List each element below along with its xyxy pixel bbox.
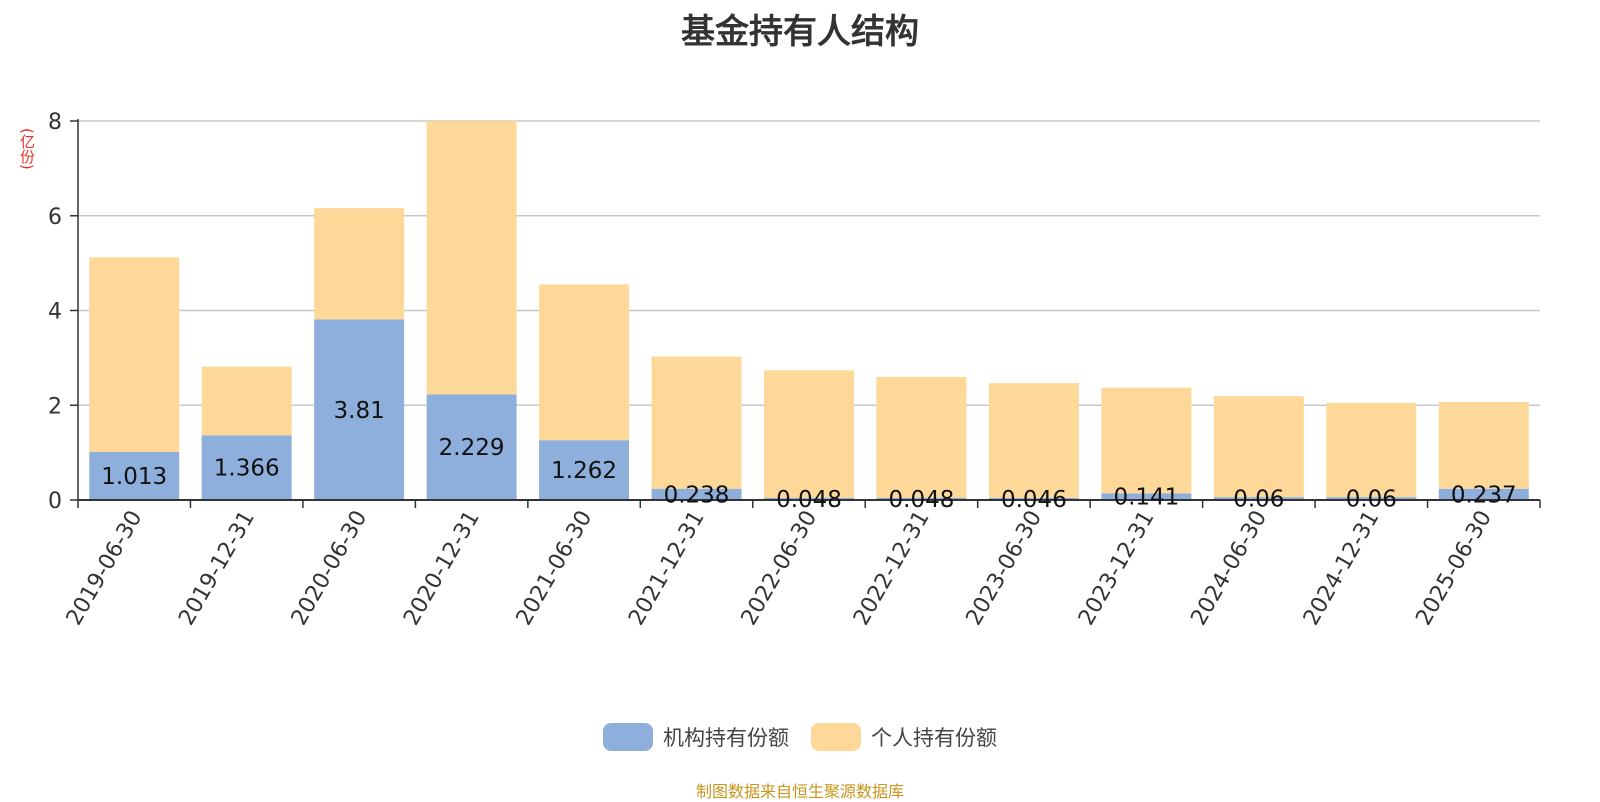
bar-individual[interactable] [89, 257, 180, 453]
bar-institutional[interactable] [1101, 493, 1192, 500]
bar-individual[interactable] [876, 376, 967, 498]
bar-individual[interactable] [1438, 402, 1529, 489]
y-tick-label: 4 [48, 300, 62, 325]
x-tick-label: 2020-12-31 [399, 506, 485, 629]
bar-individual[interactable] [1101, 387, 1192, 494]
data-label: 1.013 [101, 464, 167, 490]
bar-institutional[interactable] [651, 488, 742, 500]
x-tick-label: 2021-12-31 [624, 507, 710, 630]
x-tick-label: 2019-12-31 [174, 507, 260, 630]
bar-institutional[interactable] [1326, 497, 1417, 500]
data-label: 0.06 [1233, 487, 1284, 513]
x-tick-label: 2021-06-30 [512, 507, 598, 630]
stacked-bar-chart: 0 2 4 6 8 2019-06-30 2019-12-31 2020-06-30 2020-… [48, 110, 1541, 630]
x-tick-label: 2020-06-30 [287, 507, 373, 630]
bar-individual[interactable] [201, 366, 292, 436]
y-tick-label: 6 [48, 205, 62, 230]
data-label: 1.366 [214, 456, 280, 482]
bar-individual[interactable] [426, 121, 517, 395]
data-label: 1.262 [551, 458, 617, 484]
data-label: 3.81 [334, 398, 385, 424]
legend-item-individual[interactable]: 个人持有份额 [811, 722, 997, 752]
data-label: 0.048 [776, 487, 842, 513]
bar-institutional[interactable] [539, 440, 630, 500]
bar-individual[interactable] [314, 208, 405, 320]
bar-institutional[interactable] [89, 452, 180, 500]
x-tick-label: 2023-06-30 [962, 507, 1048, 630]
bar-institutional[interactable] [1213, 497, 1304, 500]
y-tick-label: 2 [48, 394, 62, 419]
x-tick-label: 2023-12-31 [1074, 507, 1160, 630]
bar-institutional[interactable] [1438, 488, 1529, 500]
bar-individual[interactable] [1326, 402, 1417, 498]
data-label: 0.046 [1001, 487, 1067, 513]
bar-individual[interactable] [651, 356, 742, 489]
y-tick-label: 8 [48, 110, 62, 135]
bar-individual[interactable] [988, 383, 1079, 498]
data-label: 0.048 [889, 487, 955, 513]
y-axis-unit-label: (亿份) [18, 128, 36, 170]
legend-swatch-institutional [603, 723, 653, 751]
x-tick-label: 2024-12-31 [1299, 507, 1385, 630]
x-tick-label: 2019-06-30 [62, 507, 148, 630]
bar-institutional[interactable] [988, 497, 1079, 500]
legend-label-individual: 个人持有份额 [871, 726, 997, 750]
data-label: 0.238 [664, 482, 730, 508]
bar-institutional[interactable] [426, 394, 517, 500]
legend-label-institutional: 机构持有份额 [663, 726, 789, 750]
data-label: 2.229 [439, 435, 505, 461]
bar-individual[interactable] [539, 284, 630, 441]
chart-title: 基金持有人结构 [681, 12, 919, 52]
data-source-note: 制图数据来自恒生聚源数据库 [695, 782, 904, 801]
x-tick-label: 2024-06-30 [1186, 507, 1272, 630]
x-tick-label: 2025-06-30 [1411, 507, 1497, 630]
y-tick-label: 0 [48, 489, 62, 514]
x-tick-label: 2022-06-30 [737, 507, 823, 630]
legend-item-institutional[interactable]: 机构持有份额 [603, 722, 789, 752]
data-label: 0.237 [1451, 482, 1517, 508]
bar-institutional[interactable] [201, 435, 292, 500]
bar-individual[interactable] [1213, 396, 1304, 498]
bar-individual[interactable] [764, 370, 854, 498]
bar-institutional[interactable] [764, 497, 854, 500]
legend: 机构持有份额 个人持有份额 [0, 722, 1600, 752]
bar-institutional[interactable] [314, 319, 405, 500]
data-label: 0.06 [1346, 487, 1397, 513]
bar-institutional[interactable] [876, 497, 967, 500]
legend-swatch-individual [811, 723, 861, 751]
x-tick-label: 2022-12-31 [849, 507, 935, 630]
data-label: 0.141 [1113, 485, 1179, 511]
